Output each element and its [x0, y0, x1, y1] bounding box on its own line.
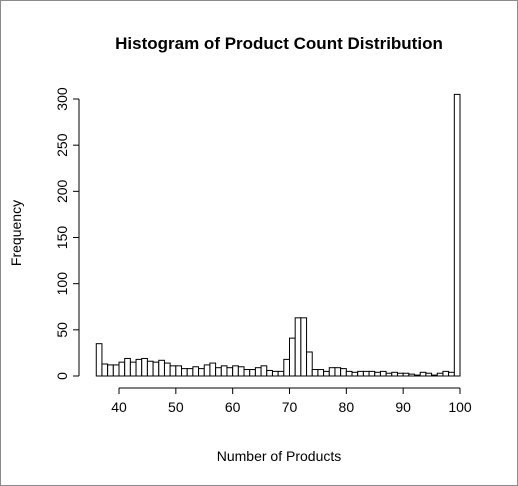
x-tick-label: 100: [448, 399, 472, 415]
histogram-bar: [101, 363, 109, 377]
histogram-bar: [232, 365, 239, 377]
histogram-bar: [351, 371, 359, 377]
histogram-bar: [357, 370, 364, 377]
histogram-bar: [419, 371, 427, 377]
x-axis-label: Number of Products: [217, 448, 342, 464]
chart-title: Histogram of Product Count Distribution: [115, 34, 443, 53]
histogram-bar: [181, 368, 188, 377]
y-tick-label: 300: [54, 87, 70, 111]
histogram-bar: [277, 370, 285, 377]
histogram-bar: [391, 371, 398, 377]
histogram-bar: [254, 367, 262, 377]
histogram-bar: [95, 343, 103, 377]
histogram-bar: [362, 370, 370, 377]
histogram-bar: [124, 357, 131, 377]
histogram-bar: [453, 93, 461, 377]
histogram-bar: [220, 365, 228, 377]
histogram-bar: [192, 366, 200, 377]
histogram-bar: [260, 365, 268, 377]
histogram-bar: [300, 317, 308, 377]
x-tick-label: 40: [111, 399, 127, 415]
histogram-bar: [379, 370, 387, 377]
y-tick-label: 150: [54, 226, 70, 250]
histogram-bar: [408, 373, 416, 377]
histogram-bar: [431, 374, 438, 377]
histogram-bar: [436, 372, 444, 377]
histogram-bar: [323, 370, 330, 377]
histogram-bar: [112, 364, 120, 377]
histogram-bar: [317, 369, 325, 377]
histogram-bar: [271, 370, 279, 377]
histogram-bar: [294, 317, 302, 377]
histogram-bar: [198, 368, 205, 377]
x-tick-label: 60: [225, 399, 241, 415]
y-tick-label: 200: [54, 179, 70, 203]
y-axis: 0 50 100 150 200 250 300: [54, 87, 80, 380]
histogram-bar: [266, 369, 273, 377]
histogram-bar: [414, 374, 421, 377]
y-tick-label: 100: [54, 272, 70, 296]
histogram-bar: [158, 359, 165, 377]
histogram-bars: [95, 93, 461, 377]
histogram-bar: [425, 372, 433, 377]
histogram-bar: [209, 362, 217, 377]
histogram-bar: [141, 357, 148, 377]
histogram-bar: [396, 372, 404, 377]
histogram-bar: [203, 364, 211, 377]
histogram-bar: [334, 367, 342, 377]
x-axis: 40 50 60 70 80 90 100: [111, 387, 472, 415]
histogram-bar: [442, 370, 450, 377]
histogram-bar: [107, 364, 114, 377]
histogram-bar: [118, 361, 126, 377]
histogram-bar: [402, 372, 410, 377]
histogram-bar: [283, 358, 291, 377]
histogram-bar: [328, 367, 336, 377]
histogram-bar: [237, 366, 245, 377]
x-tick-label: 90: [395, 399, 411, 415]
histogram-bar: [374, 371, 381, 377]
histogram-bar: [152, 361, 160, 377]
x-tick-label: 80: [339, 399, 355, 415]
histogram-bar: [175, 365, 183, 377]
histogram-bar: [226, 367, 234, 377]
y-tick-label: 50: [54, 322, 70, 338]
histogram-bar: [306, 351, 313, 377]
histogram-bar: [289, 337, 296, 377]
histogram-bar: [186, 368, 194, 377]
histogram-bar: [249, 369, 256, 377]
histogram-bar: [129, 361, 137, 377]
x-tick-label: 50: [168, 399, 184, 415]
histogram-bar: [385, 372, 393, 377]
histogram-bar: [135, 358, 143, 377]
histogram-bar: [368, 370, 376, 377]
histogram-bar: [345, 370, 353, 377]
y-tick-label: 250: [54, 133, 70, 157]
histogram-bar: [163, 362, 171, 377]
histogram-bar: [146, 360, 154, 377]
histogram-bar: [169, 365, 177, 377]
histogram-bar: [448, 371, 455, 377]
histogram-bar: [340, 368, 347, 377]
histogram-bar: [215, 367, 222, 377]
histogram-bar: [311, 369, 319, 377]
x-tick-label: 70: [282, 399, 298, 415]
y-axis-label: Frequency: [8, 200, 24, 266]
histogram-bar: [243, 369, 251, 377]
y-tick-label: 0: [54, 372, 70, 380]
